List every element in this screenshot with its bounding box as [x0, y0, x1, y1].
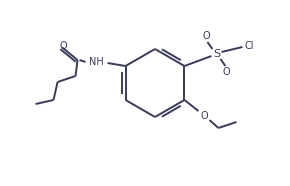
- Text: O: O: [201, 111, 208, 121]
- Text: O: O: [223, 67, 230, 77]
- Text: NH: NH: [89, 57, 104, 67]
- Text: O: O: [203, 31, 210, 41]
- Text: S: S: [213, 49, 220, 59]
- Text: Cl: Cl: [244, 41, 254, 51]
- Text: O: O: [60, 41, 67, 51]
